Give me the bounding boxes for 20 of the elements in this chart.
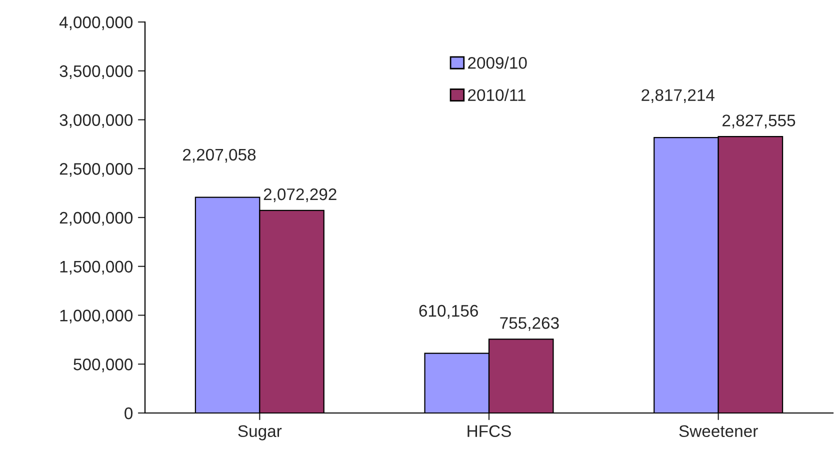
x-tick-label: HFCS <box>468 425 511 438</box>
y-tick-label: 2,000,000 <box>60 212 133 226</box>
y-tick-label: 3,500,000 <box>60 65 133 80</box>
y-tick-label: 0 <box>124 407 133 420</box>
data-label: 2,817,214 <box>642 89 714 103</box>
y-tick-label: 2,500,000 <box>60 163 133 177</box>
y-tick-label: 500,000 <box>74 358 133 372</box>
data-label: 755,263 <box>500 317 559 331</box>
x-tick-label: Sweetener <box>679 425 758 438</box>
y-tick-label: 4,000,000 <box>59 16 133 30</box>
y-tick-label: 1,500,000 <box>60 260 133 275</box>
legend-label: 2009/10 <box>468 56 527 69</box>
data-label: 2,827,555 <box>722 114 796 128</box>
data-label: 2,207,058 <box>182 148 256 163</box>
x-tick-label: Sugar <box>238 425 282 440</box>
y-tick-label: 1,000,000 <box>60 310 133 324</box>
data-label: 610,156 <box>419 304 478 319</box>
data-label: 2,072,292 <box>264 188 336 202</box>
y-tick-label: 3,000,000 <box>60 114 133 128</box>
legend-label: 2010/11 <box>468 88 526 101</box>
